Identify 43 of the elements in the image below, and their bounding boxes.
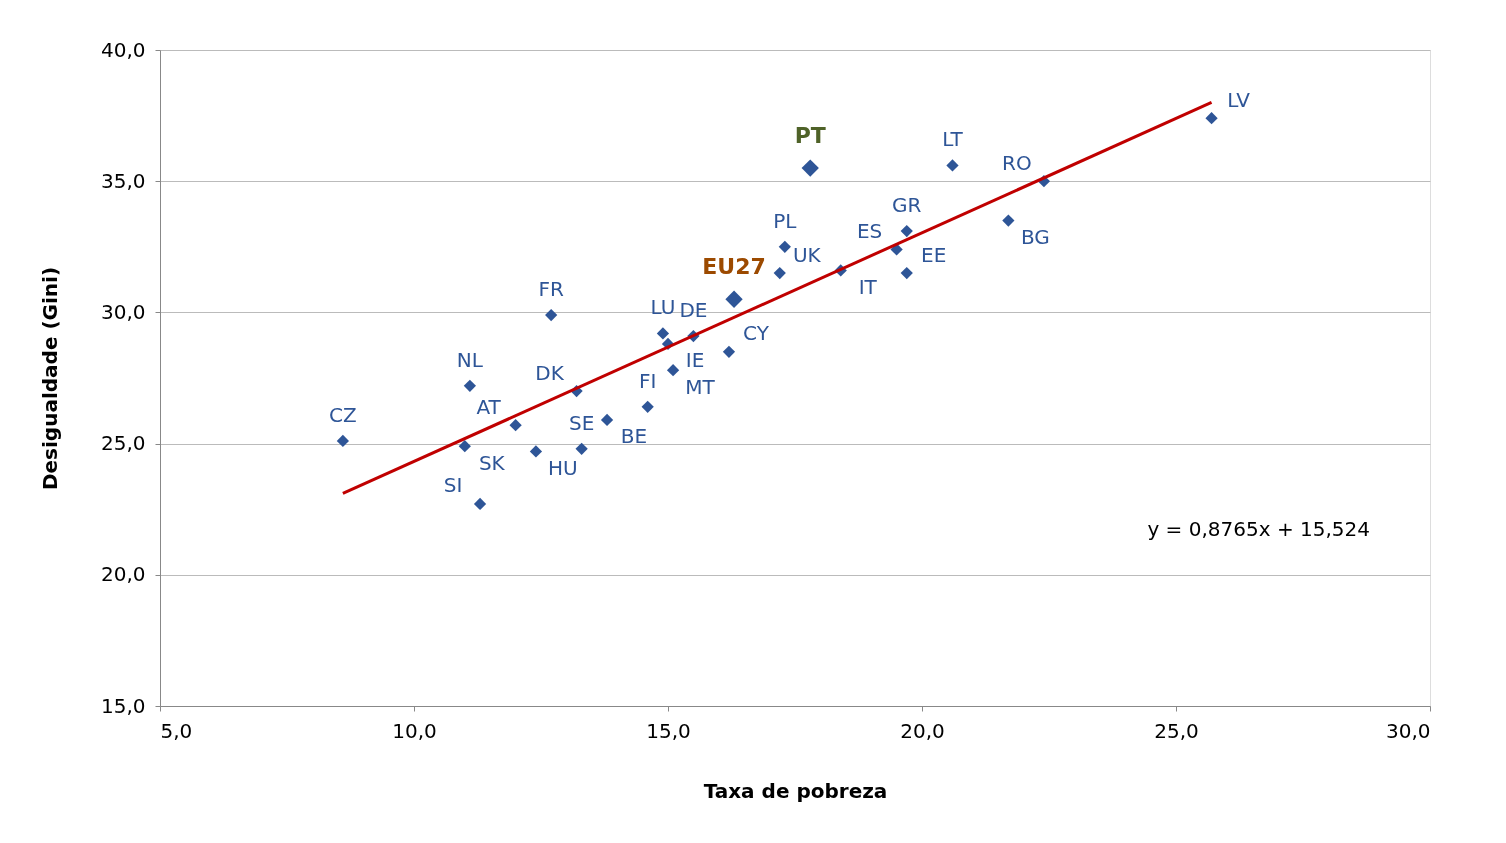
annotation: CY <box>743 321 770 346</box>
annotation: y = 0,8765x + 15,524 <box>1147 517 1370 541</box>
annotation: BE <box>620 424 648 449</box>
annotation: RO <box>1002 150 1032 175</box>
annotation: FR <box>538 277 564 302</box>
annotation: IE <box>685 348 705 373</box>
y-tick-label: 35,0 <box>100 168 146 193</box>
series-label: PT <box>794 123 826 149</box>
annotation: HU <box>548 455 578 480</box>
annotation: CZ <box>329 402 357 427</box>
annotation: ES <box>856 218 883 243</box>
annotation: SE <box>568 410 595 435</box>
annotation: LV <box>1227 87 1251 112</box>
y-tick-label: 20,0 <box>100 562 146 587</box>
annotation: DK <box>535 360 565 385</box>
series-label: EU27 <box>702 254 766 280</box>
y-tick-label: 25,0 <box>100 431 146 456</box>
annotation: BG <box>1020 225 1050 250</box>
annotation: DE <box>679 298 708 323</box>
y-axis-title: Desigualdade (Gini) <box>37 266 62 491</box>
x-tick-label: 5,0 <box>160 718 193 743</box>
annotation: UK <box>792 242 822 267</box>
x-tick-label: 30,0 <box>1385 718 1431 743</box>
x-tick-label: 20,0 <box>900 718 945 743</box>
x-tick-label: 10,0 <box>392 718 437 743</box>
x-axis-title: Taxa de pobreza <box>703 778 888 803</box>
x-tick-label: 25,0 <box>1154 718 1199 743</box>
annotation: EE <box>921 242 947 267</box>
annotation: IT <box>858 274 878 299</box>
x-tick-label: 15,0 <box>646 718 691 743</box>
annotation: NL <box>456 347 484 372</box>
annotation: MT <box>685 374 716 399</box>
annotation: FI <box>638 368 657 393</box>
y-tick-label: 30,0 <box>100 299 146 324</box>
annotation: AT <box>476 394 502 419</box>
annotation: LU <box>650 295 676 320</box>
y-tick-label: 15,0 <box>100 693 146 718</box>
annotation: GR <box>892 193 922 218</box>
annotation: SK <box>478 450 506 475</box>
y-tick-label: 40,0 <box>100 37 146 62</box>
annotation: LT <box>942 127 964 152</box>
annotation: PL <box>773 208 798 233</box>
annotation: SI <box>443 473 463 498</box>
